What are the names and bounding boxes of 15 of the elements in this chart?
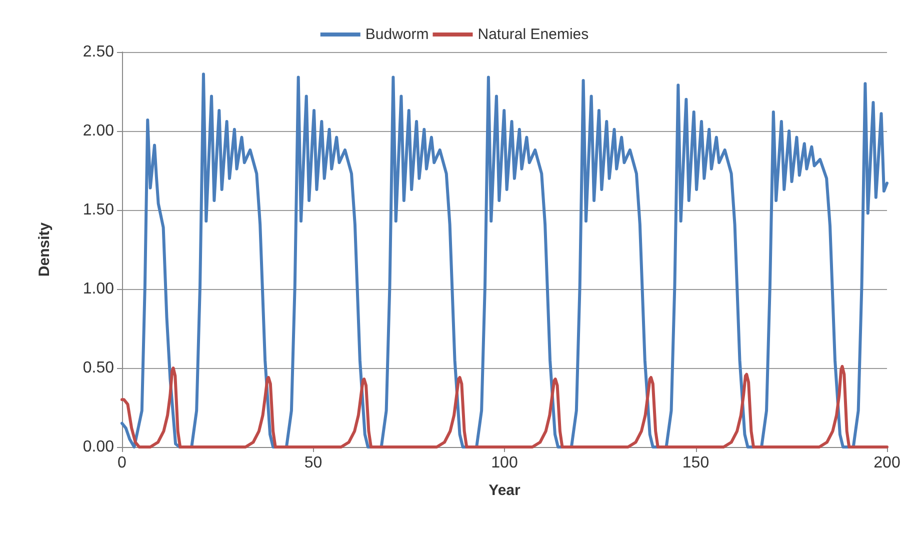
x-tick-label: 100 xyxy=(491,454,518,472)
y-tick-label: 1.50 xyxy=(82,202,114,218)
x-tick-label: 0 xyxy=(118,454,127,472)
legend-label: Budworm xyxy=(365,26,429,43)
y-tick-label: 0.00 xyxy=(82,438,114,456)
legend-label: Natural Enemies xyxy=(478,26,589,43)
y-tick-label: 2.50 xyxy=(82,44,114,60)
y-tick-label: 0.50 xyxy=(82,360,114,376)
y-axis-title: Density xyxy=(36,222,53,277)
x-tick-label: 150 xyxy=(682,454,710,472)
x-tick-label: 200 xyxy=(874,454,900,472)
y-tick-label: 1.00 xyxy=(82,280,114,298)
y-tick-label: 2.00 xyxy=(82,122,114,140)
x-tick-label: 50 xyxy=(304,454,322,472)
x-axis-title: Year xyxy=(488,482,521,499)
